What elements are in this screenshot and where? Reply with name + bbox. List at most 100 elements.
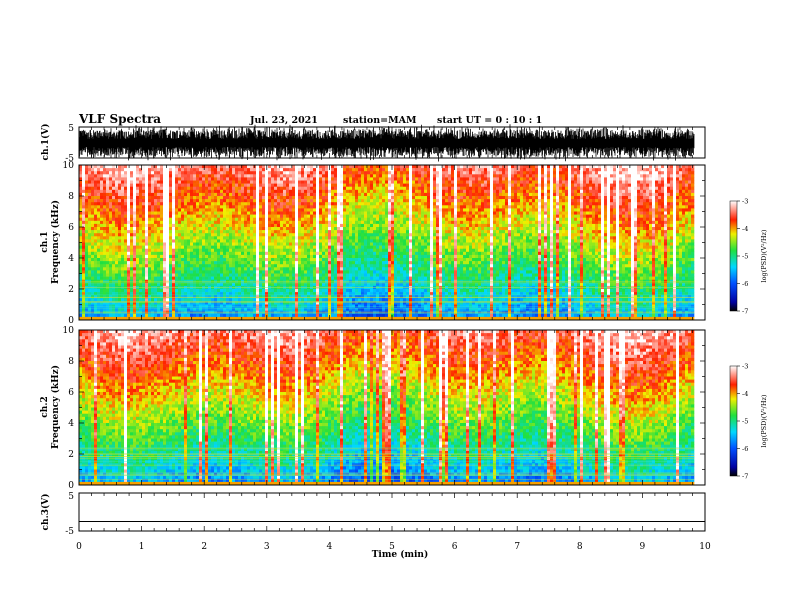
spectrogram-cell <box>253 311 256 314</box>
spectrogram-cell <box>349 252 352 255</box>
spectrogram-cell <box>244 255 247 258</box>
spectrogram-cell <box>118 168 121 171</box>
ch1-waveform-panel: 5 -5 ch.1(V) <box>40 124 705 164</box>
spectrogram-cell <box>295 283 298 286</box>
spectrogram-cell <box>85 305 88 308</box>
spectrogram-cell <box>160 267 163 270</box>
spectrogram-cell <box>112 199 115 202</box>
spectrogram-cell <box>205 177 208 180</box>
spectrogram-cell <box>217 267 220 270</box>
spectrogram-cell <box>343 314 346 317</box>
spectrogram-cell <box>94 190 97 193</box>
spectrogram-cell <box>337 187 340 190</box>
spectrogram-cell <box>310 270 313 273</box>
spectrogram-cell <box>178 236 181 239</box>
spectrogram-cell <box>346 233 349 236</box>
spectrogram-cell <box>166 243 169 246</box>
spectrogram-cell <box>262 295 265 298</box>
spectrogram-cell <box>85 199 88 202</box>
spectrogram-cell <box>307 233 310 236</box>
spectrogram-cell <box>103 274 106 277</box>
spectrogram-cell <box>253 168 256 171</box>
spectrogram-cell <box>223 205 226 208</box>
spectrogram-cell <box>235 298 238 301</box>
spectrogram-cell <box>370 190 373 193</box>
spectrogram-cell <box>322 289 325 292</box>
spectrogram-cell <box>145 261 148 264</box>
spectrogram-cell <box>160 305 163 308</box>
spectrogram-cell <box>310 184 313 187</box>
spectrogram-cell <box>259 205 262 208</box>
spectrogram-cell <box>148 246 151 249</box>
spectrogram-cell <box>337 171 340 174</box>
spectrogram-cell <box>286 199 289 202</box>
spectrogram-cell <box>115 190 118 193</box>
spectrogram-cell <box>304 221 307 224</box>
spectrogram-cell <box>259 184 262 187</box>
spectrogram-cell <box>166 202 169 205</box>
spectrogram-cell <box>181 252 184 255</box>
spectrogram-cell <box>361 255 364 258</box>
spectrogram-cell <box>88 289 91 292</box>
spectrogram-cell <box>334 208 337 211</box>
spectrogram-cell <box>151 246 154 249</box>
spectrogram-cell <box>226 177 229 180</box>
spectrogram-cell <box>250 255 253 258</box>
spectrogram-cell <box>367 305 370 308</box>
spectrogram-cell <box>145 249 148 252</box>
spectrogram-cell <box>277 174 280 177</box>
spectrogram-cell <box>316 239 319 242</box>
spectrogram-cell <box>277 239 280 242</box>
spectrogram-cell <box>196 230 199 233</box>
spectrogram-cell <box>370 239 373 242</box>
spectrogram-cell <box>316 308 319 311</box>
spectrogram-cell <box>229 239 232 242</box>
spectrogram-cell <box>364 221 367 224</box>
spectrogram-cell <box>301 246 304 249</box>
spectrogram-cell <box>181 181 184 184</box>
spectrogram-cell <box>172 165 175 168</box>
spectrogram-cell <box>85 224 88 227</box>
spectrogram-cell <box>235 230 238 233</box>
spectrogram-cell <box>127 174 130 177</box>
spectrogram-cell <box>91 246 94 249</box>
spectrogram-cell <box>94 174 97 177</box>
spectrogram-cell <box>115 274 118 277</box>
spectrogram-cell <box>169 270 172 273</box>
spectrogram-cell <box>103 283 106 286</box>
spectrogram-cell <box>142 224 145 227</box>
spectrogram-cell <box>151 184 154 187</box>
spectrogram-cell <box>223 171 226 174</box>
spectrogram-cell <box>106 233 109 236</box>
spectrogram-cell <box>331 314 334 317</box>
spectrogram-cell <box>196 233 199 236</box>
spectrogram-cell <box>256 193 259 196</box>
spectrogram-cell <box>109 208 112 211</box>
spectrogram-cell <box>304 233 307 236</box>
spectrogram-cell <box>118 196 121 199</box>
spectrogram-cell <box>172 305 175 308</box>
spectrogram-cell <box>316 270 319 273</box>
spectrogram-cell <box>250 190 253 193</box>
spectrogram-cell <box>334 258 337 261</box>
spectrogram-cell <box>118 230 121 233</box>
spectrogram-cell <box>178 181 181 184</box>
spectrogram-cell <box>91 270 94 273</box>
spectrogram-cell <box>184 218 187 221</box>
spectrogram-cell <box>340 270 343 273</box>
spectrogram-cell <box>163 252 166 255</box>
spectrogram-cell <box>265 305 268 308</box>
spectrogram-cell <box>178 224 181 227</box>
spectrogram-cell <box>337 168 340 171</box>
spectrogram-cell <box>205 264 208 267</box>
spectrogram-cell <box>91 215 94 218</box>
spectrogram-cell <box>88 246 91 249</box>
spectrogram-cell <box>331 181 334 184</box>
spectrogram-cell <box>154 196 157 199</box>
spectrogram-cell <box>217 295 220 298</box>
spectrogram-cell <box>211 261 214 264</box>
spectrogram-cell <box>115 239 118 242</box>
spectrogram-cell <box>169 311 172 314</box>
spectrogram-cell <box>241 205 244 208</box>
spectrogram-cell <box>325 239 328 242</box>
